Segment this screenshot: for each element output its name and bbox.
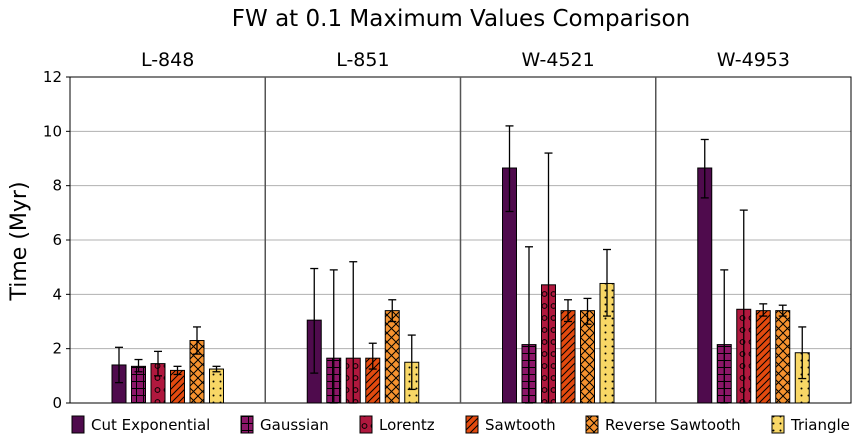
bar-hatch xyxy=(170,370,185,403)
panel-title: L-848 xyxy=(141,49,194,71)
legend-swatch xyxy=(71,415,85,434)
bar-hatch xyxy=(131,366,146,403)
bar-hatch xyxy=(151,363,165,403)
legend-swatch-hatch xyxy=(586,416,598,433)
y-tick-label: 12 xyxy=(43,68,62,86)
legend-label: Sawtooth xyxy=(485,416,556,434)
chart-title: FW at 0.1 Maximum Values Comparison xyxy=(232,6,690,32)
legend-swatch-hatch xyxy=(241,416,253,433)
panel-title: W-4953 xyxy=(717,49,790,71)
y-axis-label: Time (Myr) xyxy=(7,181,32,301)
legend-label: Cut Exponential xyxy=(91,416,210,434)
bar-hatch xyxy=(600,283,614,403)
panel-title: W-4521 xyxy=(522,49,595,71)
legend-swatch-hatch xyxy=(360,416,372,433)
bar-hatch xyxy=(190,340,204,403)
legend-label: Gaussian xyxy=(260,416,329,434)
legend-label: Lorentz xyxy=(379,416,435,434)
legend-label: Triangle xyxy=(790,416,850,434)
legend-label: Reverse Sawtooth xyxy=(605,416,741,434)
bar-hatch xyxy=(756,310,771,403)
y-tick-label: 10 xyxy=(43,122,62,140)
bar-hatch xyxy=(209,369,224,403)
y-tick-label: 4 xyxy=(52,285,62,303)
bar-hatch xyxy=(775,310,790,403)
legend-swatch-hatch xyxy=(772,416,784,433)
y-tick-label: 0 xyxy=(52,394,62,412)
bar xyxy=(697,167,713,404)
bar-hatch xyxy=(561,310,575,403)
bar-hatch xyxy=(580,310,595,403)
y-tick-label: 2 xyxy=(52,340,62,358)
panel-title: L-851 xyxy=(336,49,389,71)
y-tick-label: 8 xyxy=(52,177,62,195)
legend-swatch-hatch xyxy=(466,416,478,433)
y-tick-label: 6 xyxy=(52,231,62,249)
bar-hatch xyxy=(385,310,400,403)
